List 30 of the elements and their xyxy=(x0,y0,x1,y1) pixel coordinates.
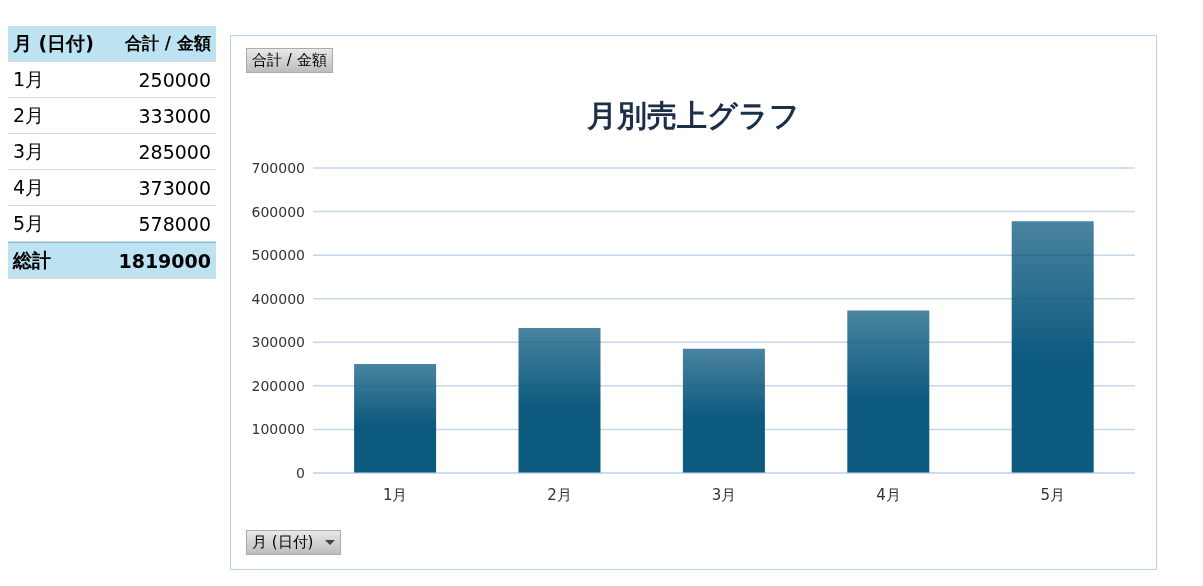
text: 総計 xyxy=(8,243,112,279)
category-label: 2月 xyxy=(13,103,45,126)
y-tick-label: 400000 xyxy=(251,290,305,307)
category-label: 1月 xyxy=(13,67,45,90)
text: 373000 xyxy=(112,170,216,206)
y-tick-label: 700000 xyxy=(251,159,305,176)
y-tick-label: 600000 xyxy=(251,203,305,220)
y-tick-label: 0 xyxy=(296,464,305,481)
category-label: 3月 xyxy=(13,139,45,162)
y-tick-label: 100000 xyxy=(251,421,305,438)
text: 333000 xyxy=(112,98,216,134)
y-tick-label: 200000 xyxy=(251,377,305,394)
text: 合計 / 金額 xyxy=(124,33,211,53)
text: 1819000 xyxy=(112,243,216,279)
x-axis-title: 月 (日付) xyxy=(246,530,342,555)
text: 285000 xyxy=(112,134,216,170)
y-tick-label: 300000 xyxy=(251,334,305,351)
x-tick-label: 1月 xyxy=(382,485,408,504)
category-label: 4月 xyxy=(13,175,45,198)
x-tick-label: 5月 xyxy=(1040,485,1066,504)
x-tick-label: 3月 xyxy=(711,485,737,504)
text: 合計 / 金額 xyxy=(246,48,333,73)
text: 578000 xyxy=(112,206,216,242)
text: 250000 xyxy=(112,62,216,98)
x-tick-label: 4月 xyxy=(876,485,901,504)
y-tick-label: 500000 xyxy=(251,247,305,264)
chart-title: 月別売上グラフ xyxy=(586,97,801,135)
category-label: 5月 xyxy=(13,211,45,234)
x-tick-label: 2月 xyxy=(547,485,572,504)
text: 月 (日付) xyxy=(13,31,94,54)
